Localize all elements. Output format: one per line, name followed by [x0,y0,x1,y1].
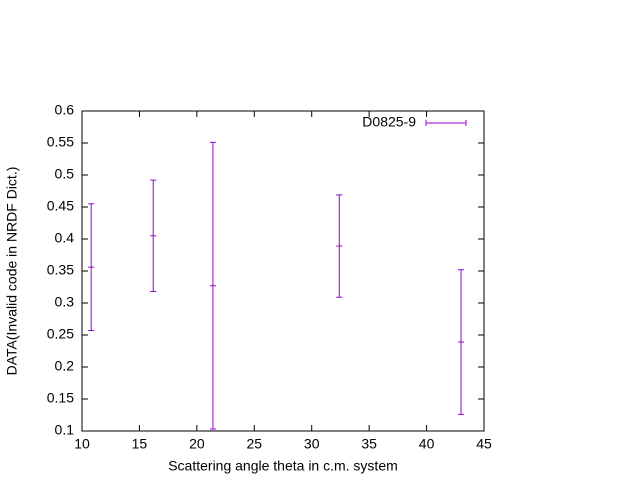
x-tick-label: 15 [132,436,148,452]
y-axis-label: DATA(Invalid code in NRDF Dict.) [4,167,20,376]
y-tick-label: 0.5 [55,166,75,182]
y-tick-label: 0.35 [47,262,74,278]
x-tick-label: 40 [419,436,435,452]
x-tick-label: 45 [476,436,492,452]
x-tick-label: 25 [246,436,262,452]
y-tick-label: 0.45 [47,198,74,214]
y-tick-label: 0.1 [55,422,75,438]
plot-frame [81,110,485,432]
x-tick-label: 20 [189,436,205,452]
x-tick-label: 30 [304,436,320,452]
y-tick-label: 0.3 [55,294,75,310]
x-tick-label: 10 [74,436,90,452]
y-tick-label: 0.6 [55,102,75,118]
y-tick-label: 0.4 [55,230,75,246]
y-tick-label: 0.55 [47,134,74,150]
y-tick-label: 0.2 [55,358,75,374]
y-tick-label: 0.15 [47,390,74,406]
legend-label: D0825-9 [362,114,416,130]
y-tick-label: 0.25 [47,326,74,342]
x-tick-label: 35 [361,436,377,452]
x-axis-label: Scattering angle theta in c.m. system [168,458,398,474]
plot-area [88,141,465,430]
